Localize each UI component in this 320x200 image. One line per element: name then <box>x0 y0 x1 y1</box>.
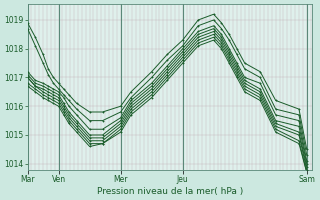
X-axis label: Pression niveau de la mer( hPa ): Pression niveau de la mer( hPa ) <box>97 187 243 196</box>
